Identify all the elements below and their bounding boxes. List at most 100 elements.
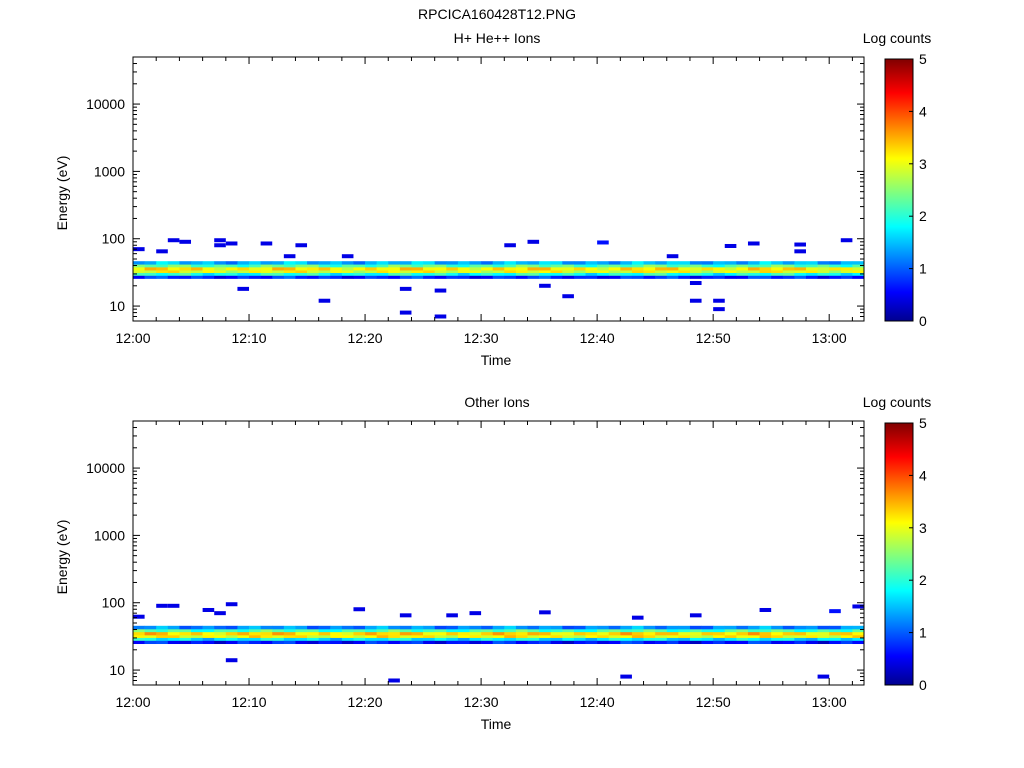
heatmap-cell bbox=[643, 269, 656, 273]
heatmap-cell bbox=[225, 634, 238, 638]
heatmap-cell bbox=[852, 640, 865, 645]
heatmap-cell bbox=[469, 261, 482, 265]
heatmap-cell bbox=[330, 269, 343, 273]
heatmap-cell bbox=[701, 269, 714, 273]
heatmap-cell bbox=[225, 263, 238, 268]
x-tick-label: 12:20 bbox=[348, 694, 383, 710]
heatmap-cell bbox=[678, 637, 691, 641]
heatmap-cell bbox=[573, 263, 586, 268]
heatmap-cell bbox=[840, 628, 853, 633]
heatmap-cell bbox=[457, 634, 470, 638]
heatmap-cell bbox=[376, 269, 389, 273]
heatmap-cell bbox=[365, 628, 377, 633]
heatmap-cell bbox=[260, 261, 273, 265]
heatmap-cell bbox=[724, 631, 737, 636]
event-mark bbox=[283, 254, 296, 259]
heatmap-cell bbox=[353, 275, 366, 279]
heatmap-cell bbox=[365, 261, 377, 265]
heatmap-cell bbox=[388, 267, 401, 271]
heatmap-cell bbox=[365, 263, 377, 268]
heatmap-cell bbox=[585, 272, 598, 276]
heatmap-cell bbox=[759, 275, 772, 279]
heatmap-cell bbox=[666, 267, 679, 271]
heatmap-cell bbox=[585, 269, 598, 273]
heatmap-cell bbox=[736, 640, 749, 645]
heatmap-cell bbox=[829, 634, 842, 638]
heatmap-cell bbox=[341, 275, 354, 279]
heatmap-cell bbox=[550, 637, 563, 641]
heatmap-cell bbox=[539, 631, 552, 636]
heatmap-cell bbox=[620, 628, 633, 633]
heatmap-cell bbox=[376, 261, 389, 265]
heatmap-cell bbox=[620, 640, 633, 645]
heatmap-cell bbox=[481, 263, 493, 268]
heatmap-cell bbox=[782, 628, 795, 633]
heatmap-cell bbox=[759, 261, 772, 265]
heatmap-cell bbox=[133, 631, 145, 636]
x-tick-label: 12:40 bbox=[580, 330, 615, 346]
heatmap-cell bbox=[249, 269, 261, 273]
heatmap-cell bbox=[179, 631, 192, 636]
heatmap-cell bbox=[655, 628, 668, 633]
heatmap-cell bbox=[759, 640, 772, 645]
heatmap-cell bbox=[829, 640, 842, 645]
heatmap-cell bbox=[353, 267, 366, 271]
heatmap-cell bbox=[631, 634, 644, 638]
heatmap-cell bbox=[341, 267, 354, 271]
heatmap-cell bbox=[457, 269, 470, 273]
plot-frame bbox=[132, 56, 865, 322]
heatmap-cell bbox=[446, 269, 459, 273]
heatmap-cell bbox=[759, 634, 772, 638]
heatmap-cell bbox=[399, 628, 412, 633]
heatmap-cell bbox=[330, 625, 343, 630]
heatmap-cell bbox=[736, 261, 749, 265]
heatmap-cell bbox=[736, 625, 749, 630]
heatmap-cell bbox=[481, 625, 493, 630]
heatmap-cell bbox=[805, 263, 818, 268]
heatmap-cell bbox=[747, 637, 760, 641]
heatmap-cell bbox=[631, 261, 644, 265]
heatmap-cell bbox=[817, 640, 830, 645]
event-mark bbox=[214, 243, 226, 248]
heatmap-cell bbox=[782, 625, 795, 630]
heatmap-cell bbox=[144, 628, 157, 633]
heatmap-cell bbox=[156, 272, 169, 276]
heatmap-cell bbox=[260, 631, 273, 636]
heatmap-cell bbox=[724, 634, 737, 638]
heatmap-cell bbox=[167, 634, 180, 638]
event-mark bbox=[237, 286, 250, 291]
heatmap-cell bbox=[689, 634, 702, 638]
heatmap-cell bbox=[747, 272, 760, 276]
heatmap-cell bbox=[805, 634, 818, 638]
heatmap-cell bbox=[771, 269, 784, 273]
heatmap-cell bbox=[655, 625, 668, 630]
heatmap-cell bbox=[829, 272, 842, 276]
event-mark bbox=[341, 254, 354, 259]
heatmap-cell bbox=[446, 628, 459, 633]
event-mark bbox=[202, 607, 215, 612]
heatmap-cell bbox=[829, 637, 842, 641]
heatmap-cell bbox=[260, 634, 273, 638]
heatmap-cell bbox=[782, 261, 795, 265]
heatmap-cell bbox=[353, 637, 366, 641]
heatmap-cell bbox=[817, 272, 830, 276]
heatmap-cell bbox=[620, 625, 633, 630]
heatmap-cell bbox=[562, 275, 575, 279]
colorbar-tick-label: 3 bbox=[919, 156, 927, 172]
x-tick-label: 12:40 bbox=[580, 694, 615, 710]
heatmap-cell bbox=[423, 263, 435, 268]
heatmap-cell bbox=[295, 261, 308, 265]
heatmap-cell bbox=[249, 631, 261, 636]
heatmap-cell bbox=[411, 261, 424, 265]
heatmap-cell bbox=[492, 269, 505, 273]
heatmap-cell bbox=[318, 640, 331, 645]
heatmap-cell bbox=[353, 634, 366, 638]
heatmap-cell bbox=[504, 263, 517, 268]
heatmap-cell bbox=[202, 267, 215, 271]
heatmap-cell bbox=[817, 275, 830, 279]
heatmap-cell bbox=[527, 272, 540, 276]
heatmap-cell bbox=[539, 640, 552, 645]
heatmap-cell bbox=[666, 275, 679, 279]
heatmap-cell bbox=[608, 261, 621, 265]
heatmap-cell bbox=[678, 261, 691, 265]
